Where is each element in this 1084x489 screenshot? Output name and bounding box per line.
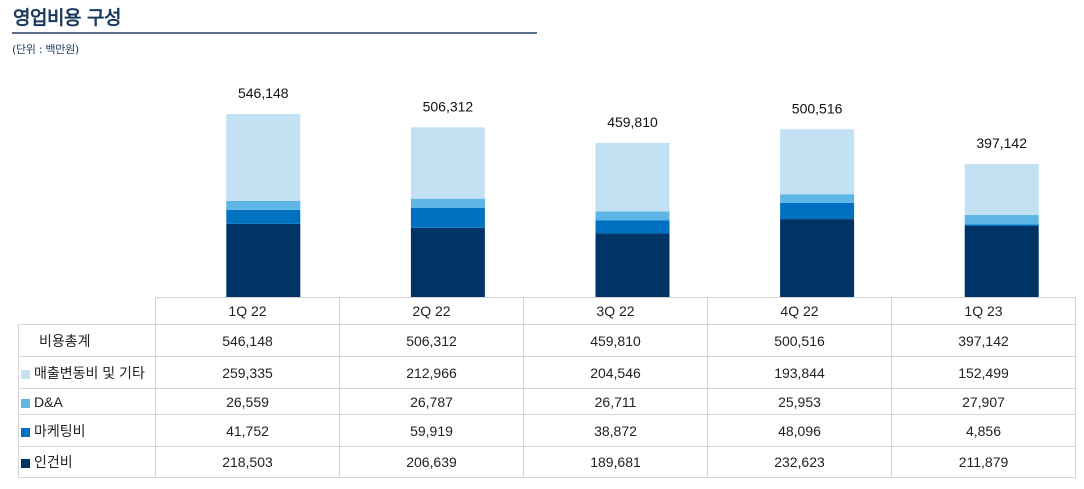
table-cell: 27,907 — [891, 388, 1076, 415]
bar-segment — [226, 209, 301, 224]
data-label-total: 459,810 — [607, 114, 658, 130]
table-header-row: 1Q 22 2Q 22 3Q 22 4Q 22 1Q 23 — [18, 297, 1076, 325]
data-label-total: 500,516 — [792, 100, 843, 116]
table-cell: 26,559 — [155, 388, 340, 415]
bar-segment — [410, 198, 485, 208]
table-cell: 189,681 — [523, 446, 708, 478]
bar-segment — [964, 215, 1039, 225]
legend-swatch — [21, 369, 30, 379]
row-label: D&A — [34, 393, 63, 410]
bar-segment — [964, 226, 1039, 297]
bar-segment — [226, 200, 301, 210]
legend-swatch — [21, 459, 30, 468]
column-header: 3Q 22 — [523, 297, 708, 325]
table-cell: 206,639 — [339, 446, 524, 478]
bar-segment — [780, 194, 855, 203]
bar-segment — [595, 142, 670, 212]
table-cell: 25,953 — [707, 388, 892, 415]
bar-segment — [780, 202, 855, 219]
table-cell: 4,856 — [891, 414, 1076, 447]
page-title: 영업비용 구성 — [13, 7, 122, 29]
bar-segment — [410, 207, 485, 228]
bar-segment — [780, 219, 855, 297]
row-label: 비용총계 — [39, 332, 91, 349]
column-header: 1Q 22 — [155, 297, 340, 325]
bar-segment — [780, 129, 855, 195]
table-cell: 506,312 — [339, 324, 524, 357]
bar-segment — [595, 233, 670, 297]
table-cell: 26,711 — [523, 388, 708, 415]
bar-segment — [964, 163, 1039, 215]
table-cell: 38,872 — [523, 414, 708, 447]
table-cell: 59,919 — [339, 414, 524, 447]
column-header: 2Q 22 — [339, 297, 524, 325]
table-cell: 546,148 — [155, 324, 340, 357]
data-label-total: 506,312 — [423, 98, 474, 114]
bar-segment — [595, 211, 670, 221]
table-cell: 41,752 — [155, 414, 340, 447]
table-row-da: D&A 26,559 26,787 26,711 25,953 27,907 — [18, 388, 1076, 415]
table-cell: 397,142 — [891, 324, 1076, 357]
bar-segment — [226, 223, 301, 297]
bar-segment — [595, 220, 670, 234]
table-cell: 152,499 — [891, 356, 1076, 389]
bar-segment — [410, 227, 485, 297]
data-label-total: 397,142 — [976, 135, 1027, 151]
data-label-total: 546,148 — [238, 85, 289, 101]
row-label: 마케팅비 — [34, 422, 86, 439]
legend-swatch — [21, 398, 30, 408]
table-cell: 459,810 — [523, 324, 708, 357]
table-cell: 259,335 — [155, 356, 340, 389]
table-cell: 193,844 — [707, 356, 892, 389]
bar-segment — [226, 114, 301, 201]
bar-segment — [964, 224, 1039, 226]
table-cell: 48,096 — [707, 414, 892, 447]
bar-segment — [410, 127, 485, 199]
table-row-personnel: 인건비 218,503 206,639 189,681 232,623 211,… — [18, 446, 1076, 478]
title-divider — [12, 32, 537, 34]
table-cell: 500,516 — [707, 324, 892, 357]
column-header: 1Q 23 — [891, 297, 1076, 325]
table-cell: 26,787 — [339, 388, 524, 415]
table-cell: 232,623 — [707, 446, 892, 478]
table-cell: 211,879 — [891, 446, 1076, 478]
table-row-variable-cost: 매출변동비 및 기타 259,335 212,966 204,546 193,8… — [18, 356, 1076, 389]
stacked-bar-chart: 546,148 506,312 459,810 500,516 397,142 — [226, 85, 1039, 297]
table-cell: 212,966 — [339, 356, 524, 389]
unit-label: (단위 : 백만원) — [12, 43, 79, 56]
data-table: 1Q 22 2Q 22 3Q 22 4Q 22 1Q 23 비용총계 546,1… — [18, 297, 1076, 478]
table-corner — [18, 297, 156, 325]
table-cell: 204,546 — [523, 356, 708, 389]
legend-swatch — [21, 427, 30, 437]
table-row-marketing: 마케팅비 41,752 59,919 38,872 48,096 4,856 — [18, 414, 1076, 447]
row-label: 인건비 — [34, 454, 73, 470]
row-label: 매출변동비 및 기타 — [34, 364, 145, 381]
column-header: 4Q 22 — [707, 297, 892, 325]
table-cell: 218,503 — [155, 446, 340, 478]
table-row-total: 비용총계 546,148 506,312 459,810 500,516 397… — [18, 324, 1076, 357]
